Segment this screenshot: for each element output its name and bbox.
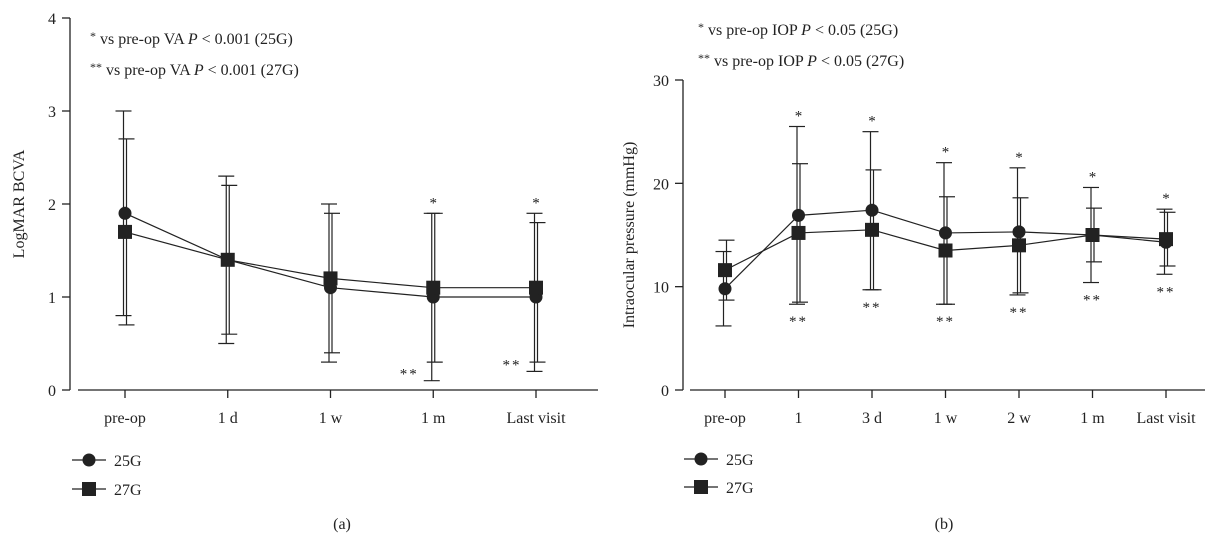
panel-a-series-25g-point <box>118 206 132 220</box>
panel-b-y-tick-label: 20 <box>653 176 669 193</box>
panel-a-y-tick-label: 0 <box>48 383 56 400</box>
panel-b-annotation-text: vs pre-op IOP <box>710 53 807 70</box>
panel-a-annotation-rest: < 0.001 (25G) <box>198 31 293 48</box>
panel-b-star-above: * <box>1162 191 1170 207</box>
panel-b-star-below: ** <box>1083 293 1102 309</box>
panel-b-caption: (b) <box>935 516 954 533</box>
panel-b-x-tick-label: 3 d <box>862 410 882 427</box>
panel-b-x-tick-label: pre-op <box>704 410 746 427</box>
panel-b-series-25g-point <box>865 203 879 217</box>
panel-b-annotation-text: vs pre-op IOP <box>704 22 801 39</box>
panel-b-legend-27g-label: 27G <box>726 480 754 497</box>
panel-b-annotation-p: P <box>806 53 817 70</box>
panel-a-annotation-p: P <box>193 62 204 79</box>
panel-b-star-above: * <box>868 114 876 130</box>
panel-b-y-tick-label: 0 <box>661 383 669 400</box>
panel-b-legend-25g-marker <box>694 452 708 466</box>
panel-b-series-27g-point <box>791 225 806 240</box>
panel-b-star-below: ** <box>1010 305 1029 321</box>
panel-b-star-above: * <box>1015 150 1023 166</box>
panel-a-y-tick-label: 1 <box>48 290 56 307</box>
panel-b-series-27g-point <box>938 243 953 258</box>
panel-a-legend-25g-marker <box>82 453 96 467</box>
panel-b-x-tick-label: 1 w <box>934 410 958 427</box>
panel-b-series-25g-point <box>939 226 952 240</box>
panel-b-x-tick-label: 1 m <box>1080 410 1105 427</box>
panel-a-annotation: ** vs pre-op VA P < 0.001 (27G) <box>90 60 299 79</box>
panel-a-series-27g-point <box>323 271 338 286</box>
panel-a-y-tick-label: 4 <box>48 11 56 28</box>
panel-b-series-25g-point <box>718 282 732 296</box>
panel-b-star-below: ** <box>789 314 808 330</box>
panel-b-series-25g-point <box>792 208 805 222</box>
panel-a-annotation-stars: * <box>90 29 96 43</box>
panel-b-series-27g-point <box>718 263 732 278</box>
panel-b-annotation-p: P <box>800 22 811 39</box>
panel-a-x-tick-label: Last visit <box>506 410 566 427</box>
panel-b-annotation-stars: ** <box>698 51 710 65</box>
panel-a-series-27g-point <box>529 280 543 295</box>
panel-a-annotation-p: P <box>187 31 198 48</box>
panel-b-star-below: ** <box>1157 284 1176 300</box>
panel-b-y-tick-label: 10 <box>653 280 669 297</box>
panel-a-series-27g-point <box>118 224 132 239</box>
panel-a-star-above: * <box>430 195 438 211</box>
panel-a-y-tick-label: 2 <box>48 197 56 214</box>
panel-a-star-below: ** <box>503 357 522 373</box>
panel-a-y-axis-label: LogMAR BCVA <box>11 149 28 258</box>
panel-a-legend-25g-label: 25G <box>114 453 142 470</box>
panel-a-star-below: ** <box>400 367 419 383</box>
panel-b-annotation-rest: < 0.05 (27G) <box>817 53 904 70</box>
panel-a-caption: (a) <box>333 516 351 533</box>
panel-b-annotation: * vs pre-op IOP P < 0.05 (25G) <box>698 20 898 39</box>
panel-a-annotation-stars: ** <box>90 60 102 74</box>
panel-b-x-tick-label: Last visit <box>1136 410 1196 427</box>
panel-a-x-tick-label: pre-op <box>104 410 146 427</box>
panel-a-star-above: * <box>532 195 540 211</box>
panel-a-x-tick-label: 1 w <box>319 410 343 427</box>
panel-a-x-tick-label: 1 d <box>218 410 238 427</box>
panel-b-star-above: * <box>1089 169 1097 185</box>
panel-b-x-tick-label: 1 <box>795 410 803 427</box>
panel-a-x-tick-label: 1 m <box>421 410 446 427</box>
panel-a-series-27g-point <box>426 280 441 295</box>
panel-a-legend-27g-label: 27G <box>114 482 142 499</box>
panel-a-annotation-rest: < 0.001 (27G) <box>204 62 299 79</box>
panel-b-series-25g-point <box>1012 225 1026 239</box>
panel-a-annotation-text: vs pre-op VA <box>96 31 188 48</box>
panel-a-series-27g-point <box>220 252 235 267</box>
panel-b-x-tick-label: 2 w <box>1007 410 1031 427</box>
panel-a-legend-27g-marker <box>82 482 96 496</box>
panel-b-legend-25g-label: 25G <box>726 452 754 469</box>
panel-b-series-27g-point <box>1159 232 1173 247</box>
panel-a-annotation: * vs pre-op VA P < 0.001 (25G) <box>90 29 293 48</box>
panel-b-legend-27g-marker <box>694 480 708 494</box>
panel-b-series-27g-point <box>1012 238 1026 253</box>
panel-b-star-below: ** <box>863 300 882 316</box>
panel-a-y-tick-label: 3 <box>48 104 56 121</box>
panel-b-star-below: ** <box>936 314 955 330</box>
panel-b-star-above: * <box>942 145 950 161</box>
panel-b-annotation-stars: * <box>698 20 704 34</box>
panel-b-annotation-rest: < 0.05 (25G) <box>811 22 898 39</box>
panel-b-series-27g-point <box>1085 228 1100 242</box>
panel-b-star-above: * <box>795 109 803 125</box>
panel-b-y-axis-label: Intraocular pressure (mmHg) <box>621 142 638 329</box>
panel-a-annotation-text: vs pre-op VA <box>102 62 194 79</box>
panel-b-y-tick-label: 30 <box>653 73 669 90</box>
panel-b-annotation: ** vs pre-op IOP P < 0.05 (27G) <box>698 51 904 70</box>
panel-b-series-27g-point <box>865 222 879 237</box>
